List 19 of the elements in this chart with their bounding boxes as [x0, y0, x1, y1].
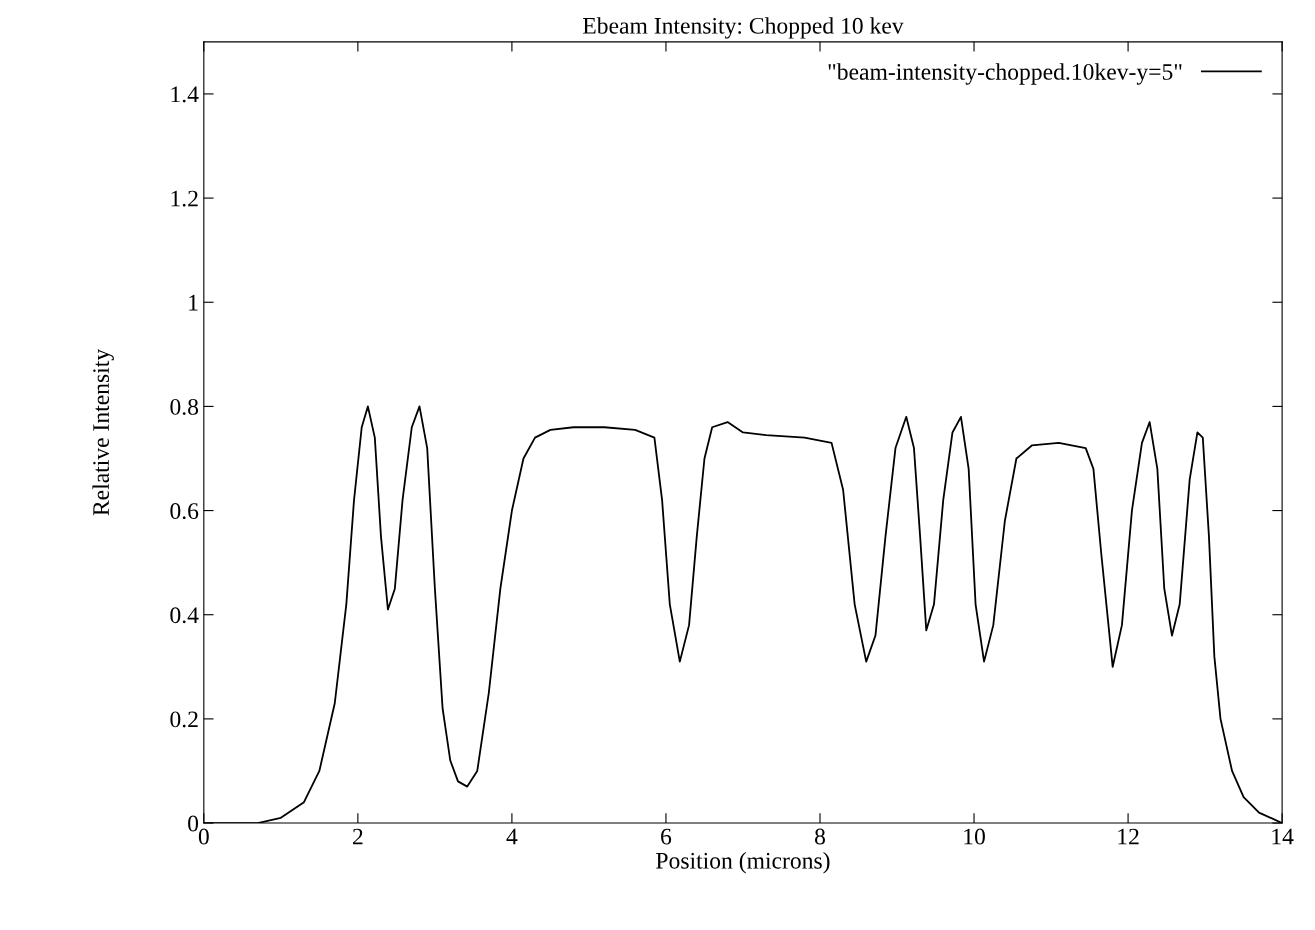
y-tick-label: 0.8	[170, 398, 199, 415]
x-tick-label: 4	[506, 828, 518, 845]
y-tick-label: 1.2	[171, 190, 198, 207]
y-tick-label: 1.4	[171, 86, 199, 103]
chart-title: Ebeam Intensity: Chopped 10 kev	[583, 17, 904, 39]
y-tick-label: 0.2	[170, 711, 198, 728]
legend-label: "beam-intensity-chopped.10kev-y=5"	[828, 63, 1182, 85]
y-tick-label: 0.4	[170, 607, 199, 624]
x-tick-label: 12	[1118, 828, 1139, 845]
y-tick-label: 0.6	[170, 503, 199, 520]
y-tick-label: 1	[189, 294, 198, 311]
x-axis-title: Position (microns)	[656, 852, 830, 874]
x-tick-label: 14	[1272, 828, 1294, 845]
y-tick-label: 0	[188, 815, 199, 832]
x-tick-label: 10	[964, 828, 985, 845]
x-tick-label: 8	[814, 828, 825, 845]
x-tick-label: 6	[661, 828, 672, 845]
y-axis-title: Relative Intensity	[92, 348, 114, 516]
x-tick-label: 2	[353, 828, 363, 845]
